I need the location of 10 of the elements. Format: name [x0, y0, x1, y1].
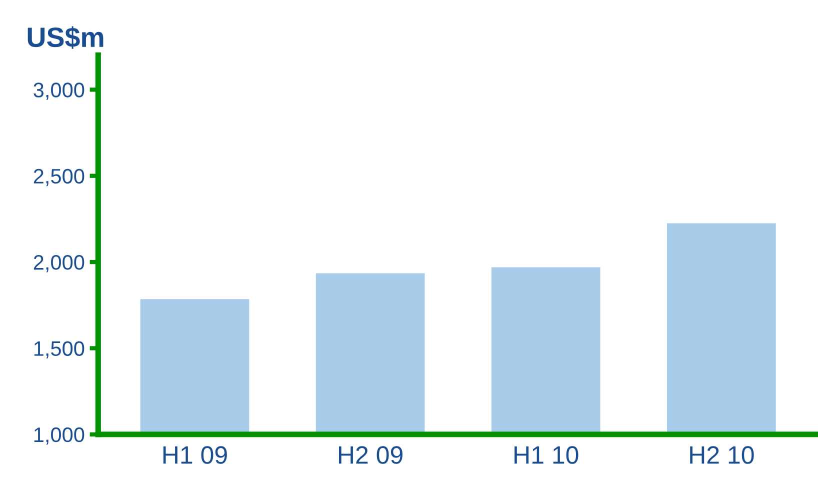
x-tick-label: H1 10 [514, 446, 578, 464]
y-tick-label: 1,000 [34, 427, 84, 445]
y-tick-label: 2,000 [34, 255, 84, 272]
x-tick-label: H2 09 [338, 446, 402, 464]
y-tick-label: 3,000 [34, 82, 84, 100]
y-axis-title: US$m [28, 26, 104, 49]
x-tick-label: H2 10 [690, 446, 754, 464]
y-tick-label: 2,500 [34, 168, 84, 186]
y-tick-label: 1,500 [34, 341, 84, 358]
x-tick-label: H1 09 [163, 446, 227, 464]
